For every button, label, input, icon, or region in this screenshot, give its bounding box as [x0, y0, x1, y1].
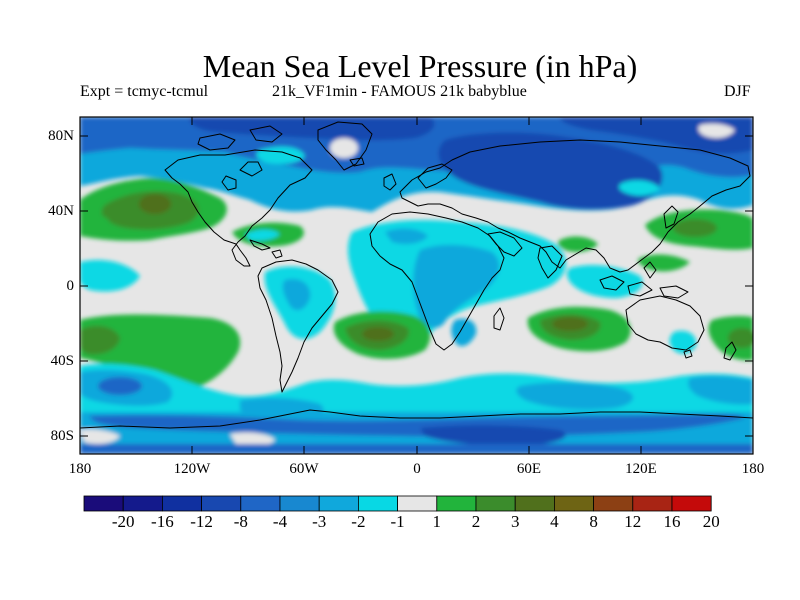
- colorbar-label: -2: [351, 512, 366, 531]
- x-tick-label: 180: [741, 461, 765, 477]
- colorbar-label: -4: [272, 512, 288, 531]
- colorbar-box: [397, 495, 438, 512]
- x-tick-label: 0: [413, 461, 421, 477]
- colorbar-boxes: [83, 495, 712, 512]
- colorbar-label: -20: [111, 512, 135, 531]
- colorbar-box: [279, 495, 320, 512]
- colorbar-box: [554, 495, 595, 512]
- colorbar-box: [122, 495, 163, 512]
- colorbar-label: 3: [510, 512, 520, 531]
- colorbar-label: -12: [190, 512, 213, 531]
- x-tick-label: 180: [68, 461, 92, 477]
- colorbar-box: [161, 495, 202, 512]
- colorbar-box: [318, 495, 359, 512]
- y-tick-label: 0: [66, 278, 75, 294]
- subtitle-left: Expt = tcmyc-tcmul: [80, 83, 209, 100]
- colorbar-label: -8: [233, 512, 248, 531]
- colorbar-label: 8: [589, 512, 598, 531]
- colorbar-label: 20: [702, 512, 720, 531]
- colorbar-box: [83, 495, 124, 512]
- colorbar-label: -1: [390, 512, 405, 531]
- axis-ticks: [79, 117, 754, 454]
- colorbar-box: [201, 495, 242, 512]
- y-tick-label: 80N: [48, 128, 74, 144]
- colorbar-label: 1: [432, 512, 442, 531]
- colorbar-box: [593, 495, 634, 512]
- colorbar-box: [240, 495, 281, 512]
- coastlines: [80, 121, 753, 429]
- colorbar-label: 4: [550, 512, 559, 531]
- colorbar-label: 12: [624, 512, 642, 531]
- colorbar-box: [632, 495, 673, 512]
- colorbar-label: -3: [312, 512, 327, 531]
- x-tick-label: 120W: [173, 461, 211, 477]
- y-tick-label: 40S: [50, 353, 74, 369]
- colorbar-label: 16: [663, 512, 681, 531]
- colorbar-label: -16: [151, 512, 174, 531]
- map-field: [80, 117, 753, 454]
- x-tick-label: 120E: [625, 461, 657, 477]
- subtitle-center: 21k_VF1min - FAMOUS 21k babyblue: [272, 83, 527, 100]
- colorbar-label: 2: [471, 512, 481, 531]
- y-tick-label: 40N: [48, 203, 74, 219]
- page-title: Mean Sea Level Pressure (in hPa): [202, 48, 638, 84]
- x-tick-label: 60E: [516, 461, 542, 477]
- y-tick-label: 80S: [50, 428, 74, 444]
- subtitle-right: DJF: [724, 83, 751, 100]
- x-tick-label: 60W: [289, 461, 319, 477]
- colorbar-box: [357, 495, 398, 512]
- colorbar-box: [436, 495, 477, 512]
- colorbar-box: [514, 495, 555, 512]
- colorbar-box: [671, 495, 712, 512]
- colorbar-box: [475, 495, 516, 512]
